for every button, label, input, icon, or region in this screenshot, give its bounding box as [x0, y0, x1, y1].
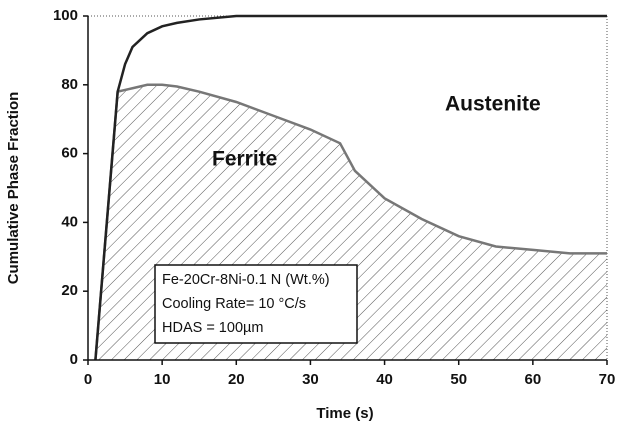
- x-tick-label: 40: [376, 371, 393, 388]
- y-axis-label: Cumulative Phase Fraction: [5, 92, 22, 285]
- annotation-text: HDAS = 100µm: [162, 320, 263, 336]
- y-tick-label: 60: [61, 145, 78, 162]
- y-tick-label: 100: [53, 7, 78, 24]
- region-label: Ferrite: [212, 148, 277, 171]
- y-tick-label: 0: [70, 351, 78, 368]
- y-tick-label: 20: [61, 282, 78, 299]
- line: [94, 14, 607, 361]
- x-axis-label: Time (s): [316, 405, 373, 422]
- x-tick-label: 70: [599, 371, 616, 388]
- x-tick-label: 0: [84, 371, 92, 388]
- y-tick-label: 40: [61, 213, 78, 230]
- annotation-text: Fe-20Cr-8Ni-0.1 N (Wt.%): [162, 272, 330, 288]
- line: [94, 83, 607, 361]
- x-tick-label: 30: [302, 371, 319, 388]
- annotation-text: Cooling Rate= 10 °C/s: [162, 296, 306, 312]
- x-tick-label: 60: [525, 371, 542, 388]
- annotation-box: [154, 264, 358, 344]
- region-label: Austenite: [445, 93, 541, 116]
- y-tick-label: 80: [61, 76, 78, 93]
- x-tick-label: 50: [450, 371, 467, 388]
- x-tick-label: 10: [154, 371, 171, 388]
- x-tick-label: 20: [228, 371, 245, 388]
